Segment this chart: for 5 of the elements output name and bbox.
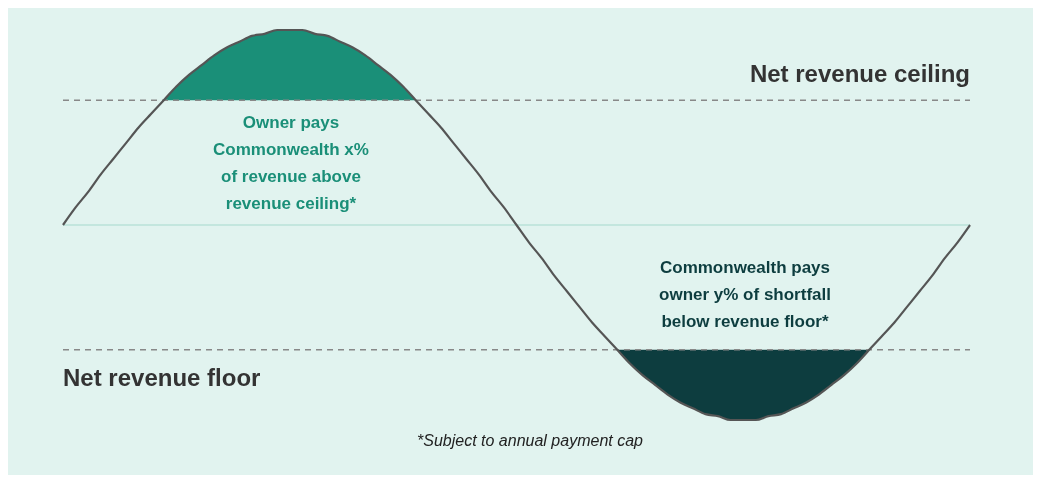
annotation: Commonwealth pays owner y% of shortfall below revenue floor* [659, 258, 831, 331]
annotation: Owner pays Commonwealth x% of revenue above revenue ceiling* [213, 113, 369, 213]
text: *Subject to annual payment cap [417, 432, 644, 449]
ref-line-label: Net revenue floor [63, 363, 261, 391]
ref-line-label: Net revenue ceiling [749, 60, 970, 88]
